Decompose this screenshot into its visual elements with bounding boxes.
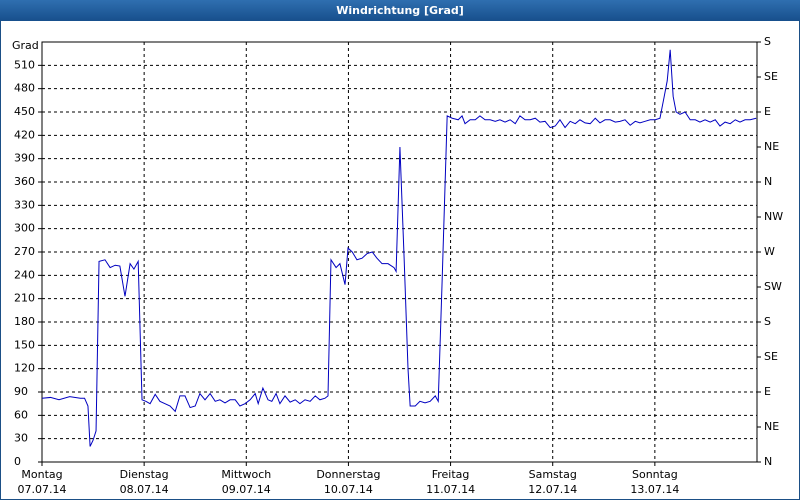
y2-tick-label: SE [764, 70, 778, 83]
x-tick-label: Mittwoch [221, 468, 271, 481]
y-tick-label: 390 [14, 152, 35, 165]
y-tick-label: 30 [14, 432, 28, 445]
y-tick-label: 360 [14, 175, 35, 188]
y2-tick-label: NE [764, 140, 779, 153]
y-tick-label: 120 [14, 362, 35, 375]
y2-tick-label: E [764, 105, 771, 118]
y2-tick-label: SE [764, 350, 778, 363]
x-tick-date: 10.07.14 [324, 483, 373, 496]
y-tick-label: 420 [14, 128, 35, 141]
y-tick-label: 90 [14, 385, 28, 398]
y-tick-label: 480 [14, 82, 35, 95]
y2-tick-label: S [764, 35, 771, 48]
chart-title: Windrichtung [Grad] [336, 4, 464, 17]
title-bar [0, 0, 800, 21]
x-tick-date: 09.07.14 [222, 483, 271, 496]
x-tick-date: 07.07.14 [18, 483, 67, 496]
y2-tick-label: W [764, 245, 775, 258]
plot-frame [41, 41, 758, 463]
y2-tick-label: N [764, 455, 772, 468]
y2-tick-label: N [764, 175, 772, 188]
x-tick-date: 08.07.14 [120, 483, 169, 496]
x-tick-label: Samstag [529, 468, 577, 481]
y2-tick-label: E [764, 385, 771, 398]
x-tick-label: Montag [21, 468, 62, 481]
y-axis-label: Grad [12, 39, 39, 52]
y-tick-label: 150 [14, 338, 35, 351]
y2-tick-label: NE [764, 420, 779, 433]
y-tick-label: 330 [14, 198, 35, 211]
y-tick-label: 60 [14, 408, 28, 421]
y-tick-label: 210 [14, 292, 35, 305]
x-tick-label: Dienstag [120, 468, 169, 481]
x-tick-date: 12.07.14 [528, 483, 577, 496]
y-tick-label: 180 [14, 315, 35, 328]
y2-tick-label: NW [764, 210, 783, 223]
x-tick-label: Freitag [432, 468, 470, 481]
x-tick-date: 13.07.14 [630, 483, 679, 496]
y2-tick-label: SW [764, 280, 782, 293]
y-tick-label: 510 [14, 58, 35, 71]
x-tick-label: Sonntag [632, 468, 678, 481]
y-tick-label: 450 [14, 105, 35, 118]
x-tick-label: Donnerstag [316, 468, 380, 481]
data-line [41, 49, 757, 447]
y-tick-label: 270 [14, 245, 35, 258]
y-tick-label: 300 [14, 222, 35, 235]
y2-tick-label: S [764, 315, 771, 328]
x-tick-date: 11.07.14 [426, 483, 475, 496]
y-tick-label: 240 [14, 268, 35, 281]
y-tick-label: 0 [14, 455, 21, 468]
